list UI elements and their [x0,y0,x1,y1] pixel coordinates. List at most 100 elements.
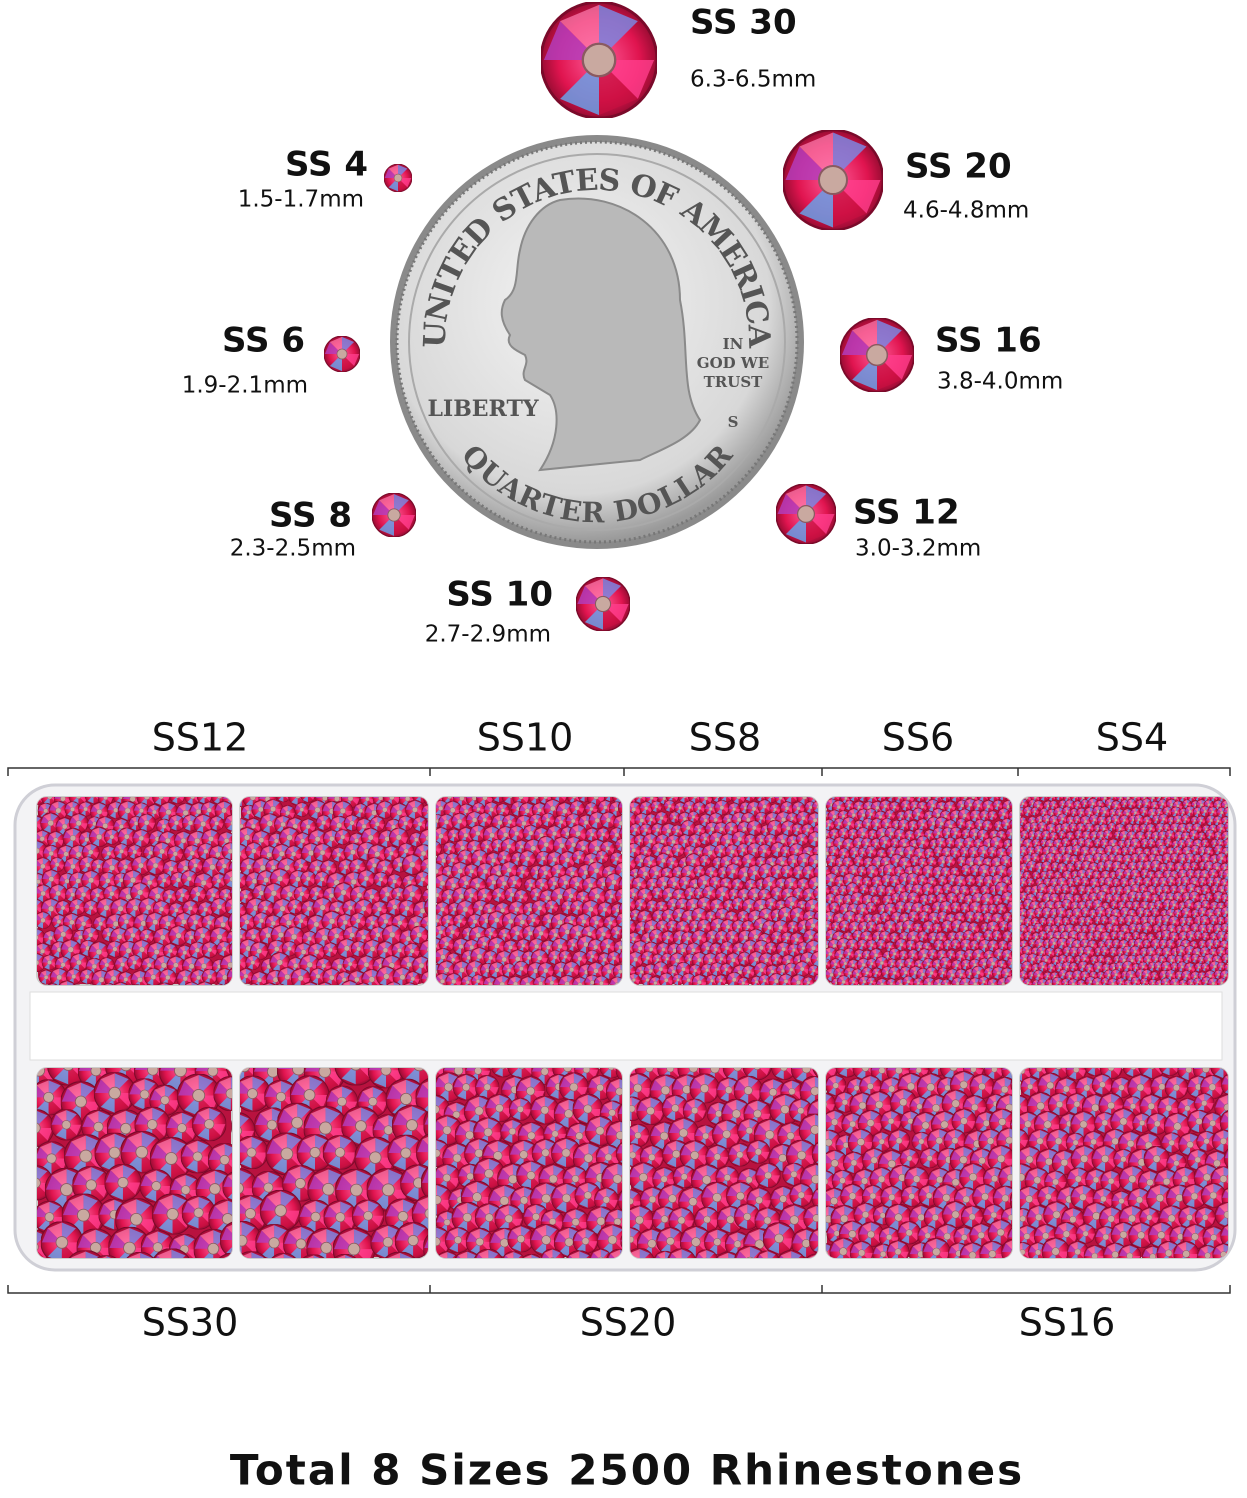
rhinestone [865,865,879,878]
rhinestone [916,835,930,850]
rhinestone [1046,963,1057,973]
rhinestone [1126,798,1137,809]
rhinestone [932,923,942,934]
rhinestone [113,843,130,860]
rhinestone [1075,1223,1096,1244]
rhinestone [596,827,610,842]
rhinestone [1141,922,1153,934]
size-label: SS 16 [935,321,1042,361]
rhinestone [55,900,71,916]
coin-motto: IN [723,335,744,353]
rhinestone [192,1107,227,1142]
rhinestone [372,493,416,537]
rhinestone [41,954,58,971]
rhinestone [572,1228,599,1254]
rhinestone [126,954,143,971]
rhinestone [636,1096,665,1125]
tray-label: SS8 [689,716,761,760]
rhinestone [1133,814,1144,825]
rhinestone [1166,876,1177,887]
rhinestone [1054,948,1063,957]
size-label: SS 4 [285,145,368,185]
bottom-bracket [7,1285,1231,1294]
rhinestone [950,939,961,950]
rhinestone [209,816,224,831]
rhinestone [965,875,976,886]
rhinestone [911,807,925,821]
compartment-gems [1020,1068,1228,1258]
rhinestone [763,1222,795,1255]
rhinestone [558,950,572,964]
rhinestone [671,843,685,857]
size-label: SS 30 [690,3,797,43]
rhinestone [300,870,317,887]
rhinestone [1204,892,1213,901]
rhinestone [104,1164,142,1201]
coin-liberty: LIBERTY [427,396,538,422]
rhinestone [783,130,883,230]
tray-label: SS16 [1019,1301,1116,1345]
rhinestone [334,829,351,845]
rhinestone [1038,930,1048,940]
rhinestone [1142,939,1151,948]
rhinestone [175,887,191,903]
rhinestone [919,1148,940,1169]
rhinestone [1201,932,1210,941]
rhinestone [323,942,338,958]
rhinestone [294,802,310,817]
rhinestone [680,820,696,836]
rhinestone [1216,916,1226,925]
rhinestone [787,921,799,933]
rhinestone [888,966,901,980]
rhinestone [987,904,998,914]
compartment-gems [1020,797,1228,985]
rhinestone [167,845,184,863]
tray-labels: SS12 SS10 SS8 SS6 SS4 SS30 SS20 SS16 [7,716,1231,1345]
rhinestone [927,948,938,960]
rhinestone [639,801,653,815]
rhinestone [857,866,867,876]
rhinestone [491,887,507,903]
rhinestone [969,940,980,951]
rhinestone [933,939,945,951]
rhinestone [541,2,657,118]
rhinestone [1100,915,1109,925]
coin-motto: GOD WE [697,354,769,372]
size-chart: SS 30 6.3-6.5mm SS 20 4.6-4.8mm SS 16 3.8-4.0… [182,2,1063,648]
rhinestone [865,902,877,913]
rhinestone [146,856,165,875]
rhinestone [1100,946,1110,956]
rhinestone [992,894,1003,905]
rhinestone [519,850,536,867]
rhinestone [876,939,887,950]
rhinestone [905,940,917,951]
tray-label: SS20 [580,1301,677,1345]
rhinestone [132,829,151,848]
rhinestone [245,955,261,970]
rhinestone [537,836,555,854]
rhinestone [699,854,711,867]
size-range: 1.5-1.7mm [238,187,364,213]
rhinestone [1194,931,1203,940]
rhinestone [1110,900,1119,909]
rhinestone [742,965,756,979]
rhinestone [996,903,1007,914]
rhinestone [969,1074,995,1099]
rhinestone [917,931,929,942]
rhinestone [240,913,256,931]
rhinestone [1069,915,1079,925]
rhinestone [871,968,882,978]
rhinestone [313,843,332,862]
size-label: SS 12 [853,493,960,533]
rhinestone [357,869,376,888]
rhinestone [384,164,412,192]
compartment-gems [436,1068,622,1258]
rhinestone [767,820,783,836]
rhinestone [585,950,599,963]
size-label: SS 20 [905,147,1012,187]
rhinestone [780,865,794,878]
rhinestone [1189,829,1199,840]
compartment-gems [826,1068,1012,1258]
rhinestone [982,820,993,831]
